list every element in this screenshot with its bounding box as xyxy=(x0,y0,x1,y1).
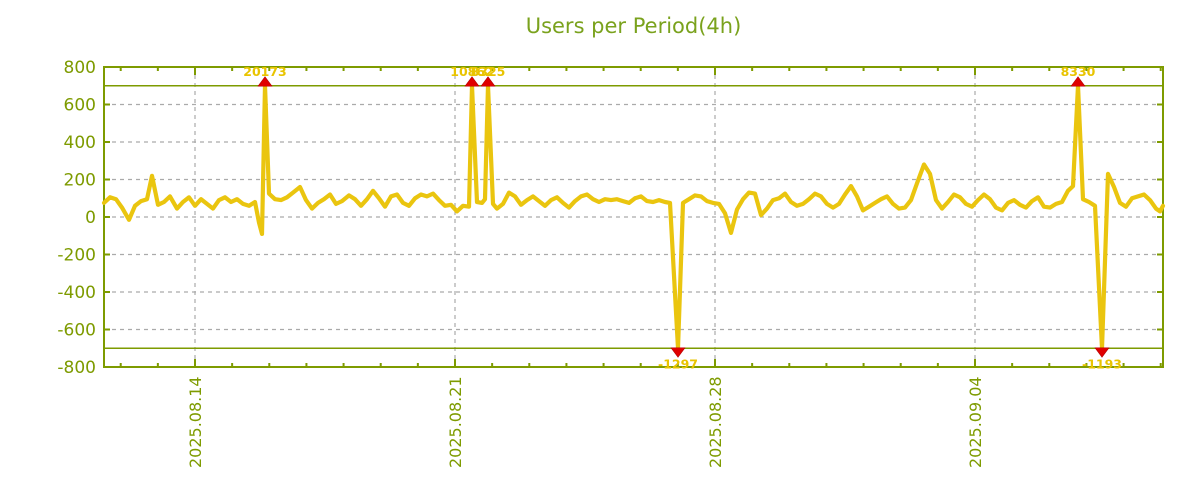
x-tick-label: 2025.08.28 xyxy=(706,376,725,468)
y-tick-label: -400 xyxy=(57,283,96,303)
peak-marker-icon xyxy=(480,76,496,87)
peak-value-label: 8325 xyxy=(471,64,506,79)
peak-value-label: -1297 xyxy=(658,356,698,371)
y-tick-label: 400 xyxy=(64,133,96,153)
peak-value-label: 10862 xyxy=(450,64,494,79)
y-tick-label: 0 xyxy=(85,208,96,228)
x-tick-label: 2025.09.04 xyxy=(966,376,985,468)
y-tick-label: 200 xyxy=(64,171,96,191)
x-tick-label: 2025.08.21 xyxy=(446,376,465,468)
peak-marker-icon xyxy=(257,76,273,87)
y-tick-label: -800 xyxy=(57,358,96,378)
peak-marker-icon xyxy=(1070,76,1086,87)
peak-value-label: 20173 xyxy=(243,64,287,79)
y-tick-label: -200 xyxy=(57,246,96,266)
y-tick-label: -600 xyxy=(57,321,96,341)
peak-marker-icon xyxy=(464,76,480,87)
y-tick-label: 800 xyxy=(64,58,96,78)
trough-marker-icon xyxy=(670,347,686,358)
peak-value-label: 8330 xyxy=(1061,64,1096,79)
trough-marker-icon xyxy=(1094,347,1110,358)
chart-title: Users per Period(4h) xyxy=(525,14,742,38)
peak-value-label: -1193 xyxy=(1082,356,1122,371)
y-tick-label: 600 xyxy=(64,96,96,116)
series-line xyxy=(101,83,1166,351)
x-tick-label: 2025.08.14 xyxy=(186,376,205,468)
